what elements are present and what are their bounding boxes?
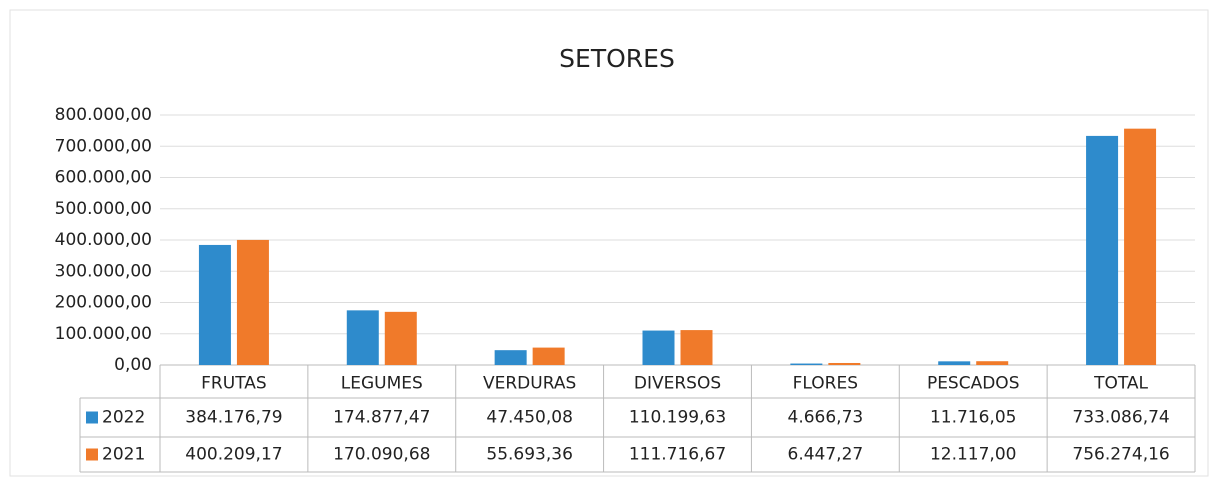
table-value: 756.274,16 bbox=[1072, 445, 1169, 465]
table-value: 12.117,00 bbox=[930, 445, 1017, 465]
legend-label: 2022 bbox=[102, 408, 145, 428]
y-tick-label: 600.000,00 bbox=[55, 168, 152, 188]
bar bbox=[236, 239, 269, 365]
bar bbox=[494, 350, 527, 365]
bar bbox=[1086, 135, 1119, 365]
table-value: 174.877,47 bbox=[333, 408, 430, 428]
bar bbox=[384, 311, 417, 365]
bar bbox=[828, 362, 861, 365]
bar bbox=[1124, 128, 1157, 365]
table-value: 400.209,17 bbox=[185, 445, 282, 465]
table-value: 110.199,63 bbox=[629, 408, 726, 428]
legend-label: 2021 bbox=[102, 445, 145, 465]
y-tick-label: 100.000,00 bbox=[55, 324, 152, 344]
bar bbox=[532, 347, 565, 365]
y-tick-label: 700.000,00 bbox=[55, 136, 152, 156]
chart-frame bbox=[9, 9, 1209, 477]
bar bbox=[976, 361, 1009, 365]
table-value: 4.666,73 bbox=[788, 408, 864, 428]
y-tick-label: 800.000,00 bbox=[55, 105, 152, 125]
y-tick-label: 500.000,00 bbox=[55, 199, 152, 219]
x-tick-label: FLORES bbox=[793, 374, 858, 394]
y-tick-label: 400.000,00 bbox=[55, 230, 152, 250]
x-tick-label: LEGUMES bbox=[341, 374, 423, 394]
legend-swatch bbox=[86, 448, 98, 461]
table-value: 55.693,36 bbox=[486, 445, 573, 465]
table-value: 733.086,74 bbox=[1072, 408, 1169, 428]
y-tick-label: 200.000,00 bbox=[55, 293, 152, 313]
bar bbox=[938, 361, 971, 365]
chart-title: SETORES bbox=[559, 44, 675, 73]
bar bbox=[642, 330, 675, 365]
bar bbox=[346, 310, 379, 365]
y-tick-label: 300.000,00 bbox=[55, 261, 152, 281]
y-tick-label: 0,00 bbox=[114, 355, 152, 375]
table-value: 384.176,79 bbox=[185, 408, 282, 428]
bar bbox=[198, 244, 231, 365]
table-value: 11.716,05 bbox=[930, 408, 1017, 428]
x-tick-label: PESCADOS bbox=[927, 374, 1020, 394]
table-value: 47.450,08 bbox=[486, 408, 573, 428]
legend-swatch bbox=[86, 411, 98, 424]
table-value: 170.090,68 bbox=[333, 445, 430, 465]
x-tick-label: VERDURAS bbox=[483, 374, 576, 394]
table-value: 111.716,67 bbox=[629, 445, 726, 465]
x-tick-label: TOTAL bbox=[1093, 374, 1148, 394]
bar bbox=[680, 330, 713, 365]
table-value: 6.447,27 bbox=[788, 445, 864, 465]
bar bbox=[790, 363, 823, 365]
x-tick-label: FRUTAS bbox=[201, 374, 267, 394]
x-tick-label: DIVERSOS bbox=[634, 374, 721, 394]
